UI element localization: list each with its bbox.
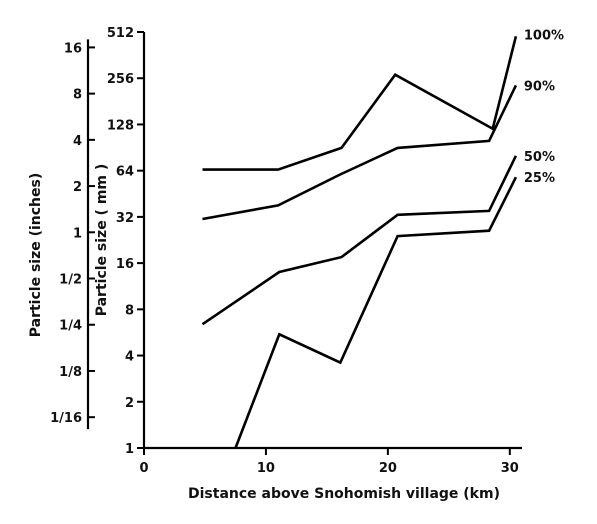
y-tick-label-mm: 16 [116,257,134,272]
y-tick-label-mm: 512 [107,26,134,41]
x-tick-label: 0 [139,461,148,476]
labels-layer: Distance above Snohomish village (km) Pa… [28,164,500,502]
y-tick-label-mm: 256 [107,72,134,87]
series-label: 100% [524,28,564,43]
axes-layer: 0 10 20 3012481632641282565121/161/81/41/21… [50,26,522,476]
series-line [202,35,518,171]
x-tick-label: 20 [379,461,397,476]
x-tick-label: 30 [501,461,519,476]
y-tick-label-inches: 16 [64,41,82,56]
y-tick-label-mm: 128 [107,118,134,133]
y-tick-label-inches: 1/16 [50,411,82,426]
y-tick-label-inches: 1/4 [59,319,82,334]
y-tick-label-inches: 4 [73,134,82,149]
y-tick-label-inches: 1/8 [59,365,82,380]
y-tick-label-mm: 4 [125,350,134,365]
y-tick-label-mm: 8 [125,303,134,318]
y-axis-title-inches: Particle size (inches) [28,173,44,338]
y-tick-label-inches: 2 [73,180,82,195]
y-tick-label-mm: 1 [125,442,134,457]
series-label: 90% [524,79,555,94]
series-line [202,84,518,221]
y-tick-label-mm: 64 [116,165,134,180]
series-line [234,176,518,449]
y-tick-label-mm: 2 [125,396,134,411]
y-tick-label-inches: 1 [73,226,82,241]
series-label: 50% [524,150,555,165]
y-tick-label-inches: 8 [73,88,82,103]
x-axis-title: Distance above Snohomish village (km) [188,486,500,502]
y-axis-title-mm: Particle size ( mm ) [94,164,110,317]
series-layer: 100% 90% 50% 25% [201,28,564,449]
y-tick-label-inches: 1/2 [59,273,82,288]
x-tick-label: 10 [257,461,275,476]
y-tick-label-mm: 32 [116,211,134,226]
series-label: 25% [524,171,555,186]
series-line [201,155,518,326]
